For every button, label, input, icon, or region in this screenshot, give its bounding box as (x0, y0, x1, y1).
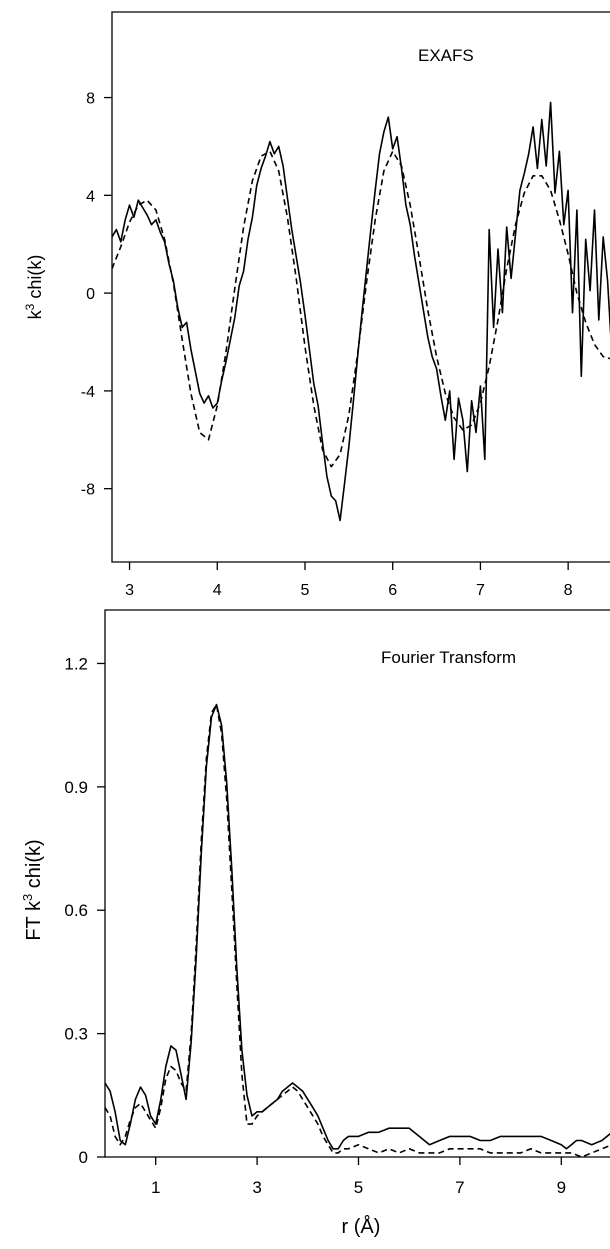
ft-y-tick-label: 0.9 (64, 778, 88, 797)
ft-x-tick-label: 9 (557, 1178, 566, 1197)
ft-x-tick-label: 5 (354, 1178, 363, 1197)
exafs-title: EXAFS (418, 46, 474, 65)
ft-series-line-dashed (104, 703, 610, 1158)
exafs-y-tick-label: -8 (81, 482, 95, 499)
exafs-y-tick-label: -4 (81, 384, 95, 401)
exafs-y-tick-label: 8 (86, 91, 95, 108)
exafs-x-tick-label: 5 (301, 582, 310, 599)
ft-y-axis-label-base: FT k (23, 900, 45, 941)
exafs-plot-frame (111, 11, 610, 563)
exafs-x-tick-label: 3 (125, 582, 134, 599)
exafs-series-line-dashed (111, 150, 610, 468)
ft-y-tick-label: 0 (79, 1148, 88, 1167)
ft-ticks: 1 3 5 7 9 0 0.3 0.6 0.9 1.2 (64, 654, 566, 1197)
exafs-y-tick-label: 0 (86, 286, 95, 303)
exafs-y-tick-label: 4 (86, 188, 95, 205)
fourier-transform-panel: 1 3 5 7 9 0 0.3 0.6 0.9 1.2 Fourier Transform FT … (20, 609, 610, 1238)
ft-y-axis-label-rest: chi(k) (23, 839, 45, 893)
ft-x-tick-label: 1 (151, 1178, 160, 1197)
exafs-x-tick-label: 7 (476, 582, 485, 599)
ft-x-axis-label: r (Å) (342, 1215, 381, 1238)
exafs-x-tick-label: 4 (213, 582, 222, 599)
exafs-x-tick-label: 8 (564, 582, 573, 599)
ft-series-line-solid (104, 703, 610, 1150)
ft-y-axis-label: FT k3 chi(k) (20, 839, 45, 940)
exafs-ticks: 3 4 5 6 7 8 8 4 0 -4 -8 (81, 91, 573, 599)
exafs-x-tick-label: 6 (388, 582, 397, 599)
exafs-y-axis-label-sup: 3 (23, 303, 37, 310)
ft-x-tick-label: 3 (252, 1178, 261, 1197)
exafs-y-axis-label: k3 chi(k) (23, 255, 45, 320)
ft-y-tick-label: 1.2 (64, 654, 88, 673)
ft-y-tick-label: 0.3 (64, 1025, 88, 1044)
exafs-y-axis-label-rest: chi(k) (25, 255, 45, 304)
ft-y-axis-label-sup: 3 (20, 894, 35, 901)
exafs-y-axis-label-base: k (25, 309, 45, 319)
exafs-series (111, 101, 610, 522)
ft-x-tick-label: 7 (455, 1178, 464, 1197)
ft-title: Fourier Transform (381, 648, 516, 667)
ft-series (104, 703, 610, 1158)
ft-y-tick-label: 0.6 (64, 901, 88, 920)
